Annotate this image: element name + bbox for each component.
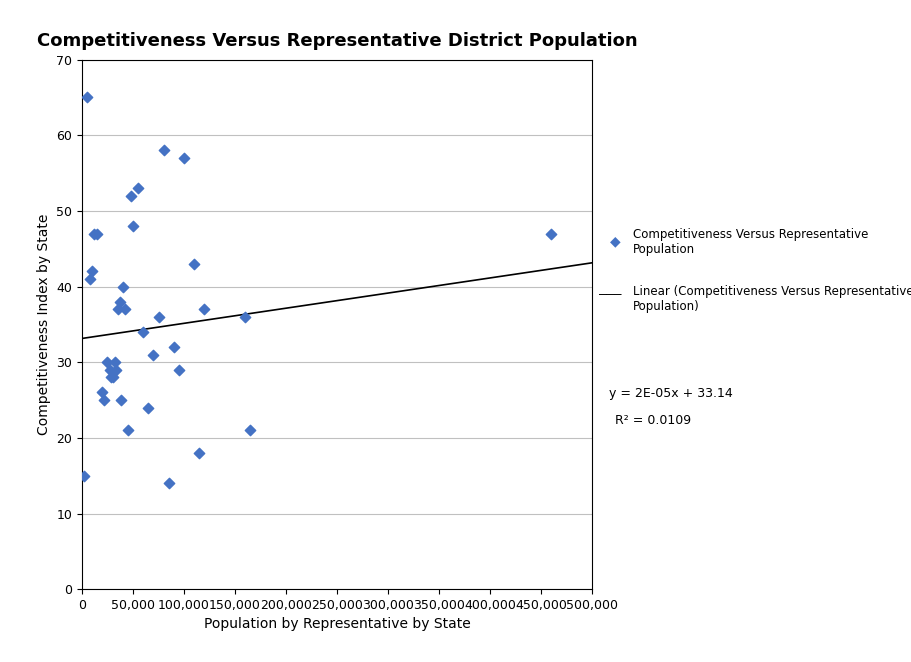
Point — [107, 357, 122, 367]
Point — [87, 228, 101, 239]
Text: R² = 0.0109: R² = 0.0109 — [615, 414, 691, 427]
Point — [146, 350, 160, 360]
Point — [171, 365, 186, 375]
Text: Competitiveness Versus Representative
Population: Competitiveness Versus Representative Po… — [633, 228, 868, 256]
Point — [110, 304, 125, 314]
X-axis label: Population by Representative by State: Population by Representative by State — [204, 618, 470, 632]
Point — [192, 448, 207, 458]
Text: ———: ——— — [599, 288, 622, 301]
Point — [83, 273, 97, 284]
Point — [100, 357, 115, 367]
Point — [116, 281, 130, 292]
Title: Competitiveness Versus Representative District Population: Competitiveness Versus Representative Di… — [36, 32, 638, 50]
Point — [131, 183, 146, 193]
Point — [544, 228, 558, 239]
Point — [102, 365, 117, 375]
Point — [80, 92, 95, 103]
Point — [136, 326, 150, 337]
Point — [97, 395, 112, 405]
Point — [161, 478, 176, 489]
Point — [243, 425, 258, 436]
Point — [85, 266, 99, 277]
Point — [167, 342, 181, 352]
Point — [112, 297, 127, 307]
Point — [77, 471, 91, 481]
Point — [118, 304, 132, 314]
Point — [177, 153, 191, 164]
Point — [151, 312, 166, 322]
Point — [124, 191, 138, 201]
Text: y = 2E-05x + 33.14: y = 2E-05x + 33.14 — [609, 387, 732, 401]
Point — [141, 402, 156, 413]
Point — [95, 387, 109, 398]
Point — [120, 425, 135, 436]
Point — [103, 372, 118, 383]
Point — [90, 228, 105, 239]
Text: Linear (Competitiveness Versus Representative
Population): Linear (Competitiveness Versus Represent… — [633, 285, 911, 313]
Point — [238, 312, 252, 322]
Text: ◆: ◆ — [609, 234, 620, 249]
Point — [106, 372, 120, 383]
Point — [187, 259, 201, 269]
Point — [108, 365, 123, 375]
Y-axis label: Competitiveness Index by State: Competitiveness Index by State — [36, 214, 51, 435]
Point — [157, 145, 171, 156]
Point — [114, 395, 128, 405]
Point — [197, 304, 211, 314]
Point — [126, 220, 140, 231]
